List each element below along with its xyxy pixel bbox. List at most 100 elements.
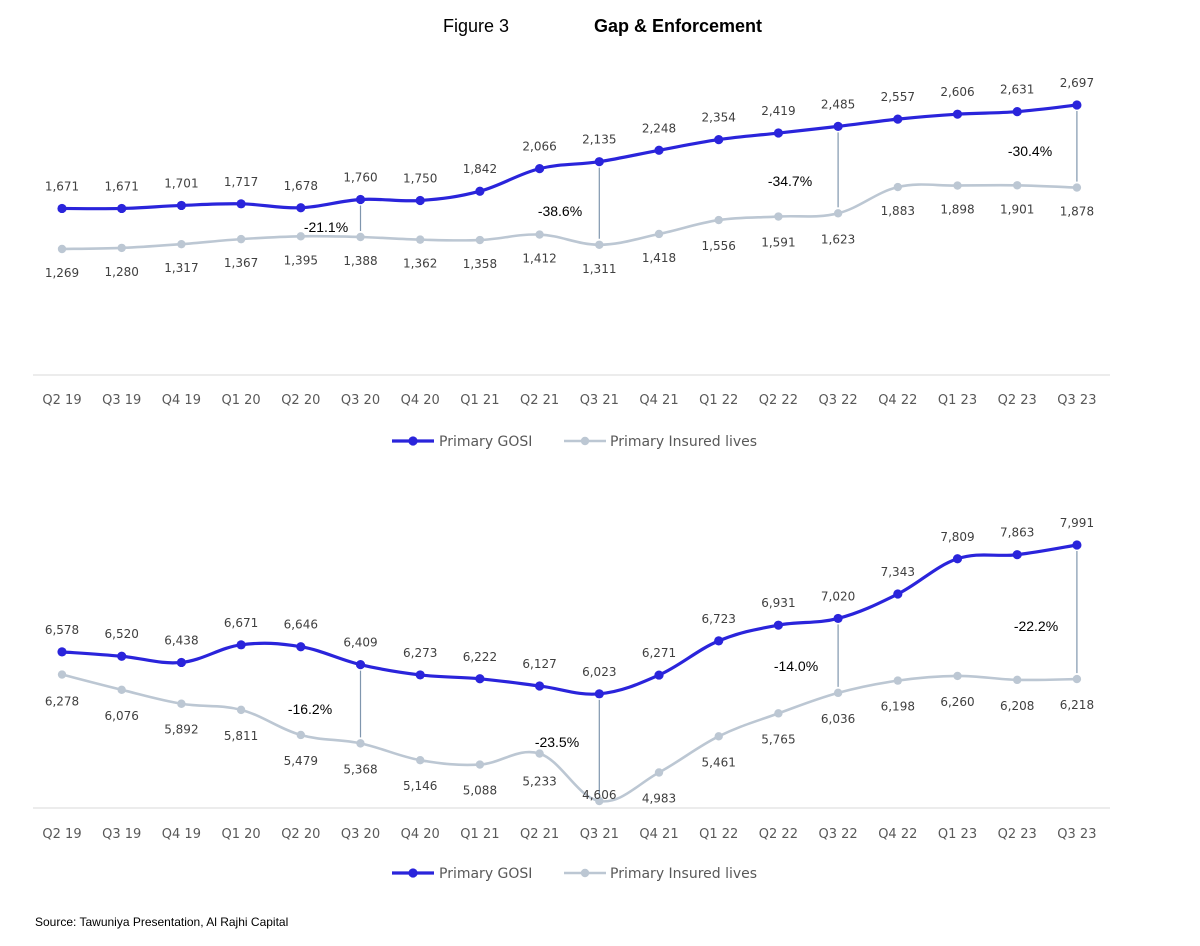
x-tick-label: Q4 20 [401,827,440,842]
x-tick-label: Q4 22 [878,393,917,408]
gosi-data-point [415,195,425,206]
gosi-data-point [773,128,784,138]
insured-data-point [356,739,365,748]
insured-value-label: 5,811 [224,729,258,743]
gosi-data-point [714,636,724,646]
gosi-data-point [236,199,246,209]
gosi-data-point [176,657,186,668]
insured-data-point [1072,674,1082,684]
x-tick-label: Q1 22 [699,393,738,408]
insured-data-point [1013,675,1022,685]
gosi-value-label: 6,273 [403,646,437,660]
gosi-value-label: 6,271 [642,646,676,660]
gosi-data-point [296,203,306,213]
gosi-data-point [355,194,366,205]
insured-data-point [953,671,962,681]
insured-data-point [595,796,604,806]
gosi-value-label: 1,671 [105,179,139,193]
insured-value-label: 5,233 [522,775,556,789]
insured-value-label: 1,311 [582,262,616,276]
gap-percent-label: -34.7% [768,173,812,189]
insured-value-label: 1,395 [284,253,318,267]
figure-label: Figure 3 [443,16,510,36]
x-tick-label: Q3 22 [819,827,858,842]
legend-insured-label: Primary Insured lives [610,866,757,882]
insured-data-point [296,232,305,241]
insured-data-point [475,235,485,245]
insured-value-label: 1,269 [45,266,79,280]
x-tick-label: Q2 19 [42,393,81,408]
insured-value-label: 1,883 [881,204,915,218]
gosi-data-point [176,200,186,211]
gosi-value-label: 1,717 [224,175,258,189]
insured-value-label: 1,418 [642,251,676,265]
x-tick-label: Q1 21 [460,393,499,408]
insured-value-label: 1,556 [702,239,736,253]
x-tick-label: Q1 22 [699,827,738,842]
gosi-data-point [57,647,67,657]
gosi-data-point [236,640,246,650]
x-tick-label: Q3 23 [1057,827,1096,842]
gosi-value-label: 2,248 [642,121,676,135]
gosi-value-label: 2,697 [1060,76,1094,90]
insured-data-point [833,688,843,698]
gosi-data-point [535,681,545,691]
gap-percent-label: -38.6% [538,203,582,219]
insured-value-label: 1,367 [224,256,258,270]
gosi-value-label: 2,354 [702,111,736,125]
insured-value-label: 5,368 [343,762,377,776]
gosi-value-label: 7,991 [1060,516,1094,530]
insured-data-point [177,239,186,249]
gosi-data-point [475,186,485,196]
gosi-data-point [833,121,843,131]
legend-gosi-marker [408,868,418,878]
gosi-data-point [654,145,664,155]
legend-gosi-label: Primary GOSI [439,434,532,450]
insured-value-label: 1,280 [105,265,139,279]
x-tick-label: Q3 21 [580,827,619,842]
gosi-value-label: 7,343 [881,565,915,579]
insured-data-point [654,768,664,777]
insured-data-point [953,181,962,190]
x-tick-label: Q3 19 [102,393,141,408]
insured-data-point [893,182,902,192]
x-tick-label: Q3 22 [819,393,858,408]
x-tick-label: Q3 21 [580,393,619,408]
x-tick-label: Q2 21 [520,393,559,408]
x-tick-label: Q1 23 [938,827,977,842]
insured-data-point [117,685,126,695]
gosi-series-line [60,543,1079,696]
insured-value-label: 6,198 [881,700,915,714]
insured-data-point [1013,181,1022,190]
insured-value-label: 1,412 [522,252,556,266]
gosi-value-label: 1,701 [164,176,198,190]
insured-value-label: 1,362 [403,257,437,271]
insured-data-point [177,699,186,708]
gosi-data-point [952,554,963,564]
legend-insured-marker [580,868,590,878]
insured-value-label: 1,358 [463,257,497,271]
gosi-value-label: 2,631 [1000,83,1034,97]
legend-gosi-label: Primary GOSI [439,866,532,882]
insured-data-point [833,209,843,218]
insured-data-point [535,749,544,758]
gosi-value-label: 6,409 [343,636,377,650]
x-tick-label: Q4 20 [401,393,440,408]
x-tick-label: Q1 20 [222,393,261,408]
x-tick-label: Q2 21 [520,827,559,842]
insured-value-label: 1,878 [1060,205,1094,219]
insured-data-point [236,705,246,715]
source-note: Source: Tawuniya Presentation, Al Rajhi … [35,915,289,929]
x-tick-label: Q4 21 [639,827,678,842]
x-tick-label: Q2 20 [281,827,320,842]
legend-insured-marker [580,436,590,446]
gosi-value-label: 7,020 [821,589,855,603]
gosi-data-point [117,203,127,214]
insured-value-label: 4,983 [642,791,676,805]
gosi-data-point [833,613,843,624]
insured-value-label: 1,317 [164,261,198,275]
gosi-data-point [296,642,306,652]
gosi-value-label: 6,520 [105,627,139,641]
gosi-value-label: 2,419 [761,104,795,118]
x-tick-label: Q3 20 [341,827,380,842]
